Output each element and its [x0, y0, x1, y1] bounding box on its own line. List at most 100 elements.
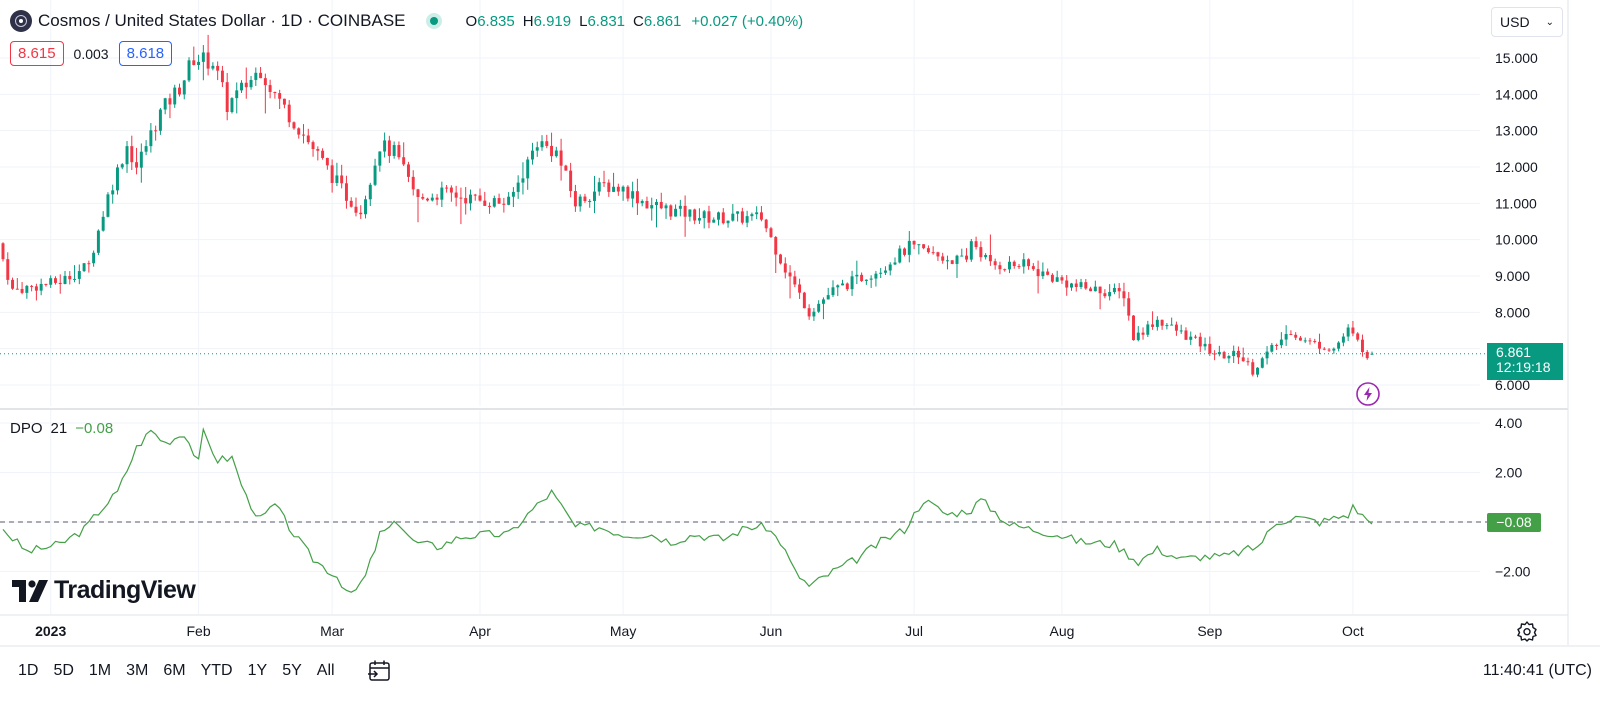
candle-body — [530, 150, 534, 160]
candle-body — [364, 199, 368, 215]
candle-body — [645, 201, 649, 209]
candle-body — [1303, 340, 1307, 342]
range-1y-button[interactable]: 1Y — [247, 662, 268, 679]
candle-body — [101, 216, 105, 231]
indicator-axis-label: −2.00 — [1495, 564, 1531, 580]
candle-body — [836, 285, 840, 288]
sell-button[interactable]: 8.615 — [10, 41, 64, 66]
range-6m-button[interactable]: 6M — [163, 662, 186, 679]
candle-body — [235, 90, 239, 99]
candle-body — [1365, 351, 1369, 359]
price-axis-label: 8.000 — [1495, 304, 1530, 320]
candle-body — [25, 285, 29, 293]
ohlc-legend: O 6.835 H 6.919 L 6.831 C 6.861 +0.027 (+0.4… — [458, 13, 804, 30]
candle-body — [216, 65, 220, 71]
candle-body — [879, 272, 883, 274]
candle-body — [20, 288, 24, 293]
time-axis-label: Mar — [320, 623, 344, 639]
candle-body — [1198, 336, 1202, 347]
candle-body — [578, 196, 582, 207]
time-axis-label: Sep — [1197, 623, 1222, 639]
candle-body — [1, 243, 5, 260]
candle-body — [1308, 340, 1312, 342]
candle-body — [559, 150, 563, 166]
candle-body — [449, 187, 453, 193]
candle-body — [1074, 283, 1078, 288]
range-1d-button[interactable]: 1D — [18, 662, 39, 679]
candle-body — [435, 197, 439, 200]
candle-body — [502, 203, 506, 205]
tradingview-logo[interactable]: TradingView — [12, 576, 196, 605]
change-value: +0.027 (+0.40%) — [691, 12, 804, 30]
candle-body — [640, 201, 644, 204]
price-axis-label: 15.000 — [1495, 50, 1538, 66]
candle-body — [926, 248, 930, 253]
range-ytd-button[interactable]: YTD — [200, 662, 233, 679]
calendar-goto-icon[interactable] — [367, 658, 393, 684]
candle-body — [750, 214, 754, 217]
candle-body — [931, 252, 935, 254]
close-value: 6.861 — [643, 12, 682, 30]
currency-select[interactable]: USD ⌄ — [1491, 7, 1563, 37]
candle-body — [44, 283, 48, 285]
gear-icon[interactable] — [1515, 619, 1539, 643]
time-axis-label: Aug — [1049, 623, 1074, 639]
candle-body — [893, 262, 897, 265]
bottom-toolbar: 1D 5D 1M 3M 6M YTD 1Y 5Y All 11:40:41 (U… — [0, 648, 1600, 694]
candle-body — [335, 175, 339, 183]
range-all-button[interactable]: All — [316, 662, 335, 679]
candle-body — [912, 240, 916, 245]
candle-body — [1046, 271, 1050, 275]
indicator-legend[interactable]: DPO 21 −0.08 — [10, 420, 113, 437]
candle-body — [483, 200, 487, 206]
candle-body — [63, 275, 67, 285]
candle-body — [583, 196, 587, 202]
candle-body — [874, 273, 878, 279]
candle-body — [783, 263, 787, 273]
candle-body — [869, 278, 873, 280]
candle-body — [631, 191, 635, 199]
symbol-title[interactable]: Cosmos / United States Dollar · 1D · COI… — [38, 11, 406, 30]
candle-body — [826, 295, 830, 300]
candle-body — [569, 170, 573, 192]
candle-body — [573, 191, 577, 207]
candle-body — [621, 186, 625, 192]
buy-button[interactable]: 8.618 — [118, 41, 173, 66]
price-axis-label: 9.000 — [1495, 268, 1530, 284]
candle-body — [87, 263, 91, 265]
candle-body — [459, 197, 463, 199]
candle-body — [736, 211, 740, 214]
candle-body — [397, 145, 401, 158]
candle-body — [1337, 342, 1341, 349]
candle-body — [1117, 287, 1121, 292]
candle-body — [359, 212, 363, 215]
range-3m-button[interactable]: 3M — [126, 662, 149, 679]
chevron-down-icon: ⌄ — [1545, 16, 1554, 28]
candle-body — [488, 205, 492, 207]
utc-clock[interactable]: 11:40:41 (UTC) — [1482, 662, 1592, 679]
candle-body — [273, 91, 277, 94]
range-5d-button[interactable]: 5D — [53, 662, 74, 679]
candle-body — [950, 260, 954, 264]
candle-body — [860, 274, 864, 281]
candle-body — [168, 98, 172, 105]
candle-body — [855, 274, 859, 277]
candle-body — [1060, 277, 1064, 281]
candle-body — [788, 272, 792, 277]
candle-body — [1217, 352, 1221, 355]
candle-body — [249, 79, 253, 88]
market-status-icon[interactable] — [425, 13, 442, 29]
candle-body — [1017, 266, 1021, 268]
price-axis-label: 10.000 — [1495, 232, 1538, 248]
candle-body — [163, 98, 167, 110]
candle-body — [282, 98, 286, 105]
range-5y-button[interactable]: 5Y — [282, 662, 302, 679]
candle-body — [230, 98, 234, 112]
spread-value: 0.003 — [73, 45, 109, 62]
range-1m-button[interactable]: 1M — [88, 662, 112, 679]
candle-body — [965, 255, 969, 260]
lightning-icon[interactable] — [1355, 381, 1381, 407]
candle-body — [917, 244, 921, 246]
candle-body — [635, 191, 639, 204]
